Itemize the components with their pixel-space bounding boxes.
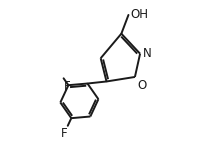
Text: N: N (143, 47, 152, 59)
Text: F: F (60, 127, 67, 140)
Text: OH: OH (130, 8, 148, 21)
Text: F: F (64, 80, 71, 93)
Text: O: O (137, 79, 147, 92)
